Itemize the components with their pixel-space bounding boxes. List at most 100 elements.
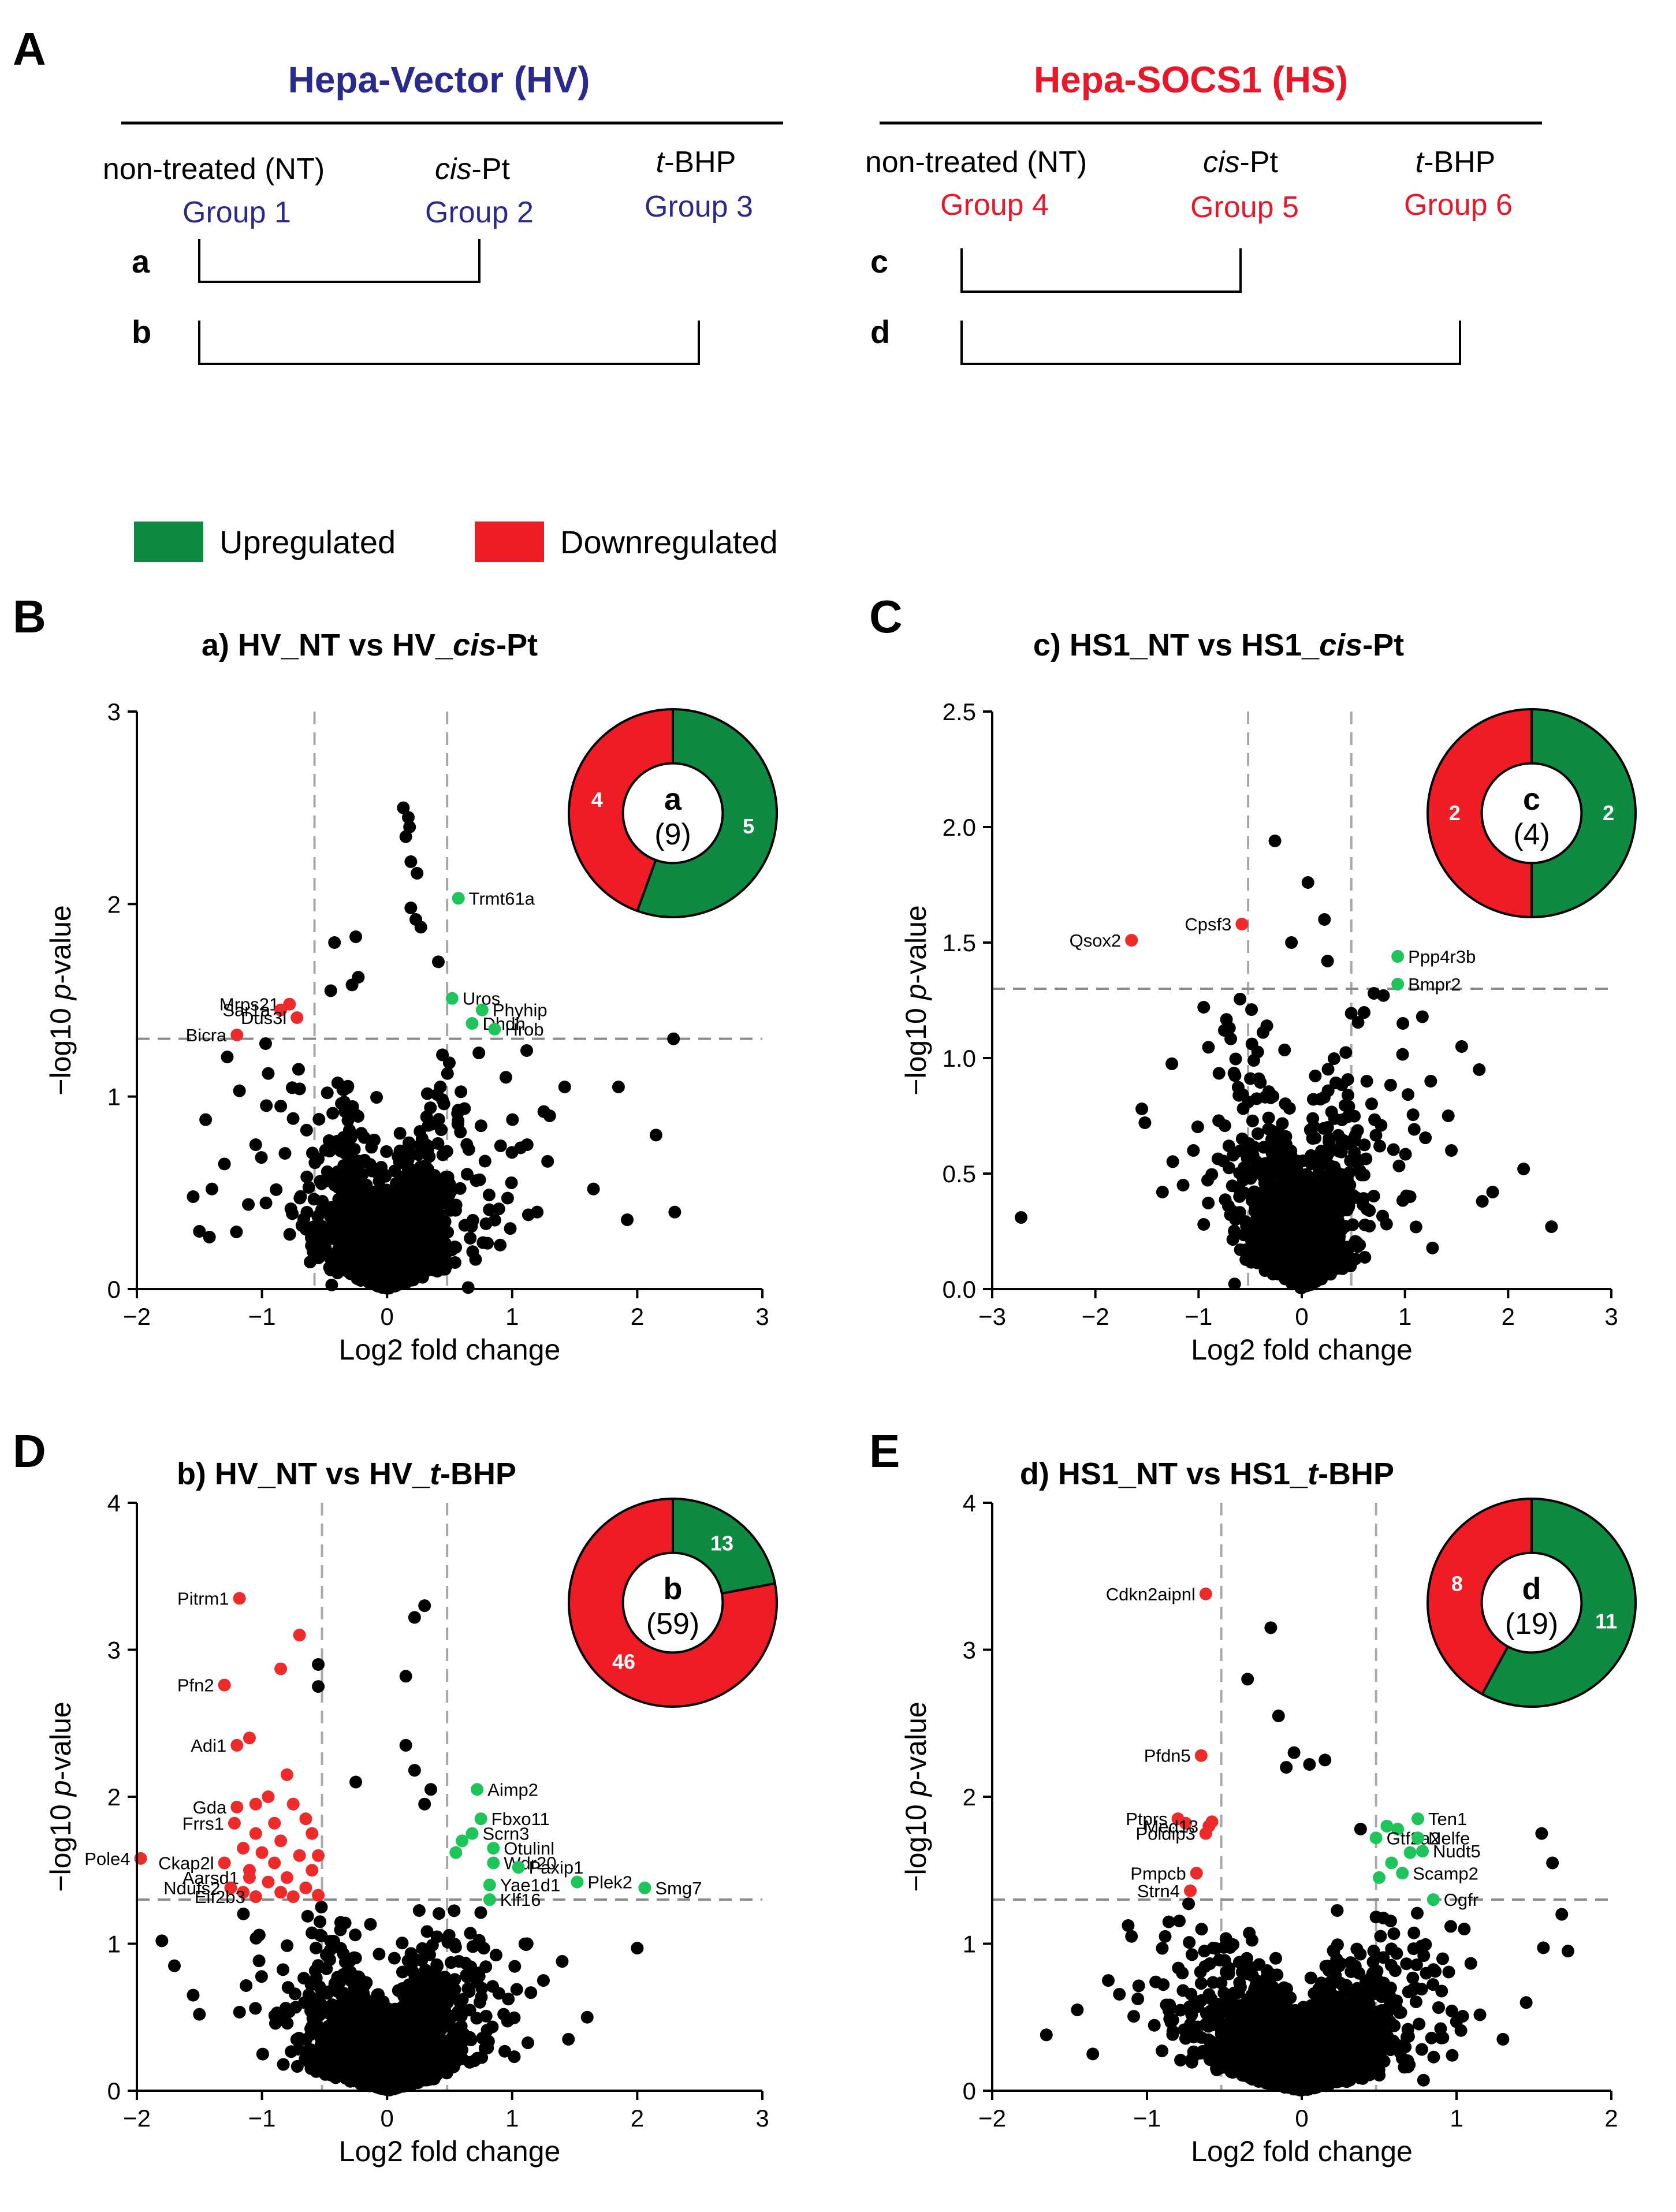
chart-title-pre: a) HV_NT vs HV_ <box>202 628 453 662</box>
data-point <box>474 1119 487 1133</box>
data-point <box>1227 1149 1240 1162</box>
data-point <box>315 1930 328 1943</box>
data-point <box>1138 1116 1152 1129</box>
data-point <box>1311 1159 1324 1172</box>
data-point <box>1341 1110 1354 1123</box>
data-point <box>396 1937 409 1950</box>
summary-donut: 22 c(4) <box>1427 707 1637 919</box>
data-point <box>612 1081 625 1093</box>
data-point <box>392 1201 405 1215</box>
donut-up-segment <box>1530 707 1637 919</box>
volcano-chart-b: Ba) HV_NT vs HV_cis-PtTrmt61aUrosPhyhipD… <box>13 591 778 1366</box>
data-point <box>460 1138 474 1151</box>
x-tick-label: −1 <box>248 1303 276 1330</box>
data-point <box>1309 1269 1322 1283</box>
upregulated-point <box>475 1003 489 1016</box>
data-point <box>345 978 359 992</box>
data-point <box>396 1965 409 1979</box>
data-point <box>285 2045 298 2058</box>
data-point <box>649 1129 662 1142</box>
y-axis-label: −log10 p-value <box>900 905 932 1095</box>
data-point <box>452 1954 465 1968</box>
data-point <box>276 1963 289 1976</box>
panel-letter: D <box>13 1425 46 1477</box>
data-point <box>464 1231 477 1245</box>
gene-label: Qsox2 <box>1070 930 1122 951</box>
hv-col1-label: non-treated (NT) <box>103 152 325 186</box>
data-point <box>1476 1195 1489 1208</box>
data-point <box>1409 1220 1422 1234</box>
data-point <box>1245 1003 1258 1016</box>
chart-title-pre: c) HS1_NT vs HS1_ <box>1033 628 1320 662</box>
legend-down-swatch <box>475 522 544 562</box>
data-point <box>472 1047 486 1060</box>
downregulated-point <box>274 1003 288 1016</box>
data-point <box>259 1196 273 1209</box>
data-point <box>1229 1213 1242 1226</box>
data-point <box>286 1112 300 1125</box>
legend-up-swatch <box>134 522 203 562</box>
data-point <box>1358 1006 1371 1019</box>
data-point <box>1165 1057 1179 1070</box>
data-point <box>388 1215 401 1228</box>
gene-label: Cpsf3 <box>1185 914 1231 934</box>
data-point <box>386 1228 399 1241</box>
data-point <box>494 1238 507 1252</box>
hs-bracket-c <box>960 248 1242 293</box>
data-point <box>1545 1220 1558 1233</box>
hs-comparison-d: d <box>870 314 890 350</box>
upregulated-point <box>1391 978 1405 990</box>
gene-label: Dus3l <box>241 1008 286 1028</box>
gene-label: Sar1a <box>222 1000 270 1021</box>
x-tick-label: −2 <box>123 1303 151 1330</box>
data-point <box>1166 1155 1179 1168</box>
data-point <box>1344 1007 1358 1020</box>
data-point <box>505 1176 518 1189</box>
data-point <box>434 1081 447 1094</box>
x-tick-label: −3 <box>978 1303 1006 1330</box>
downregulated-point <box>230 1029 244 1041</box>
data-point <box>325 1203 338 1216</box>
panel-a-letter: A <box>13 23 46 75</box>
data-point <box>470 2012 483 2025</box>
data-point <box>406 1261 419 1275</box>
hs-col3-label: t-BHP <box>1416 146 1496 179</box>
data-point <box>504 1222 517 1235</box>
data-point <box>1360 1152 1373 1165</box>
data-point <box>414 921 427 934</box>
data-point <box>199 1113 213 1126</box>
data-point <box>1401 1088 1414 1101</box>
data-point <box>392 1180 405 1193</box>
y-tick-label: 1.0 <box>943 1045 976 1072</box>
chart-title-pre: b) HV_NT vs HV_ <box>177 1457 430 1491</box>
data-point <box>1273 1261 1287 1274</box>
y-axis-label-pre: −log10 <box>44 1000 77 1095</box>
panel-letter: B <box>13 591 46 642</box>
data-point <box>1135 1103 1149 1115</box>
data-point <box>1310 1241 1324 1254</box>
hs-comparison-c: c <box>870 243 888 280</box>
y-tick-label: 2.0 <box>943 814 976 841</box>
data-point <box>262 1067 275 1080</box>
data-point <box>430 1242 444 1256</box>
data-point <box>668 1205 681 1219</box>
data-point <box>412 1148 425 1161</box>
data-point <box>1299 1212 1313 1225</box>
data-point <box>1258 1264 1272 1278</box>
gene-label: Trmt61a <box>469 888 535 908</box>
data-point <box>1248 1204 1261 1217</box>
y-axis-label-em: p <box>900 984 932 1001</box>
data-point <box>434 1123 448 1137</box>
y-tick-label: 0.0 <box>943 1276 976 1303</box>
data-point <box>1368 987 1381 1000</box>
upregulated-point <box>488 1023 501 1036</box>
chart-title-post: -Pt <box>1362 628 1404 662</box>
hv-col3-label: t-BHP <box>656 146 736 179</box>
data-point <box>308 1228 322 1241</box>
data-point <box>1321 955 1334 967</box>
data-point <box>1278 1043 1291 1056</box>
data-point <box>256 2047 269 2061</box>
data-point <box>621 1213 634 1226</box>
data-point <box>1218 1024 1231 1037</box>
point-cloud <box>221 1037 554 1295</box>
